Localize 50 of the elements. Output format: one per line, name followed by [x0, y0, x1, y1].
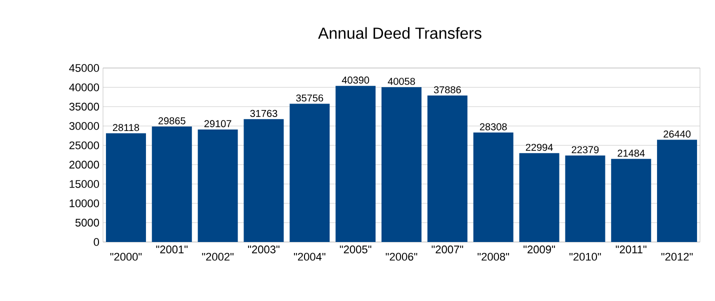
x-tick-label: "2011"	[616, 246, 646, 254]
x-tick-label: "2002"	[202, 252, 234, 261]
x-tick-label: "2012"	[661, 252, 693, 261]
bar	[290, 104, 330, 242]
bar	[106, 133, 146, 242]
chart-title: Annual Deed Transfers	[318, 27, 482, 39]
x-tick-label: "2010"	[570, 252, 601, 261]
bar	[336, 86, 376, 242]
x-tick-label: "2001"	[156, 246, 188, 254]
x-tick-label: "2004"	[294, 252, 326, 261]
bar	[473, 132, 514, 242]
data-label: 29107	[204, 120, 232, 128]
data-label: 21484	[618, 150, 645, 157]
y-tick-label: 35000	[69, 102, 100, 111]
x-tick-label: "2006"	[386, 252, 418, 261]
x-tick-label: "2009"	[524, 246, 555, 254]
x-tick-label: "2005"	[340, 246, 372, 254]
data-label: 22379	[572, 146, 599, 154]
data-label: 40058	[388, 78, 415, 85]
bar	[565, 155, 606, 242]
y-tick-label: 30000	[69, 122, 100, 130]
data-label: 35756	[296, 94, 324, 102]
y-tick-label: 40000	[69, 83, 100, 92]
y-tick-label: 25000	[69, 141, 100, 150]
bar	[427, 96, 468, 242]
data-label: 28308	[480, 123, 507, 130]
x-tick-label: "2003"	[248, 246, 280, 254]
x-tick-label: "2007"	[432, 246, 464, 254]
y-tick-label: 20000	[69, 160, 100, 169]
data-label: 28118	[112, 124, 140, 132]
bar	[519, 153, 560, 242]
data-label: 22994	[526, 144, 553, 151]
y-tick-label: 45000	[69, 64, 100, 72]
bar	[244, 119, 284, 242]
data-label: 31763	[250, 110, 278, 117]
data-label: 37886	[434, 86, 461, 94]
data-label: 40390	[342, 76, 370, 84]
x-tick-label: "2008"	[478, 252, 510, 261]
y-tick-label: 5000	[75, 218, 100, 227]
x-tick-label: "2000"	[110, 252, 142, 261]
bar	[657, 140, 698, 242]
y-tick-label: 0	[94, 238, 100, 246]
data-label: 29865	[158, 117, 186, 124]
bar	[611, 158, 652, 242]
y-tick-label: 10000	[70, 199, 100, 208]
data-label: 26440	[664, 130, 691, 138]
bar	[152, 126, 192, 242]
bar	[382, 87, 422, 242]
bar	[198, 129, 238, 242]
y-tick-label: 15000	[70, 180, 100, 188]
